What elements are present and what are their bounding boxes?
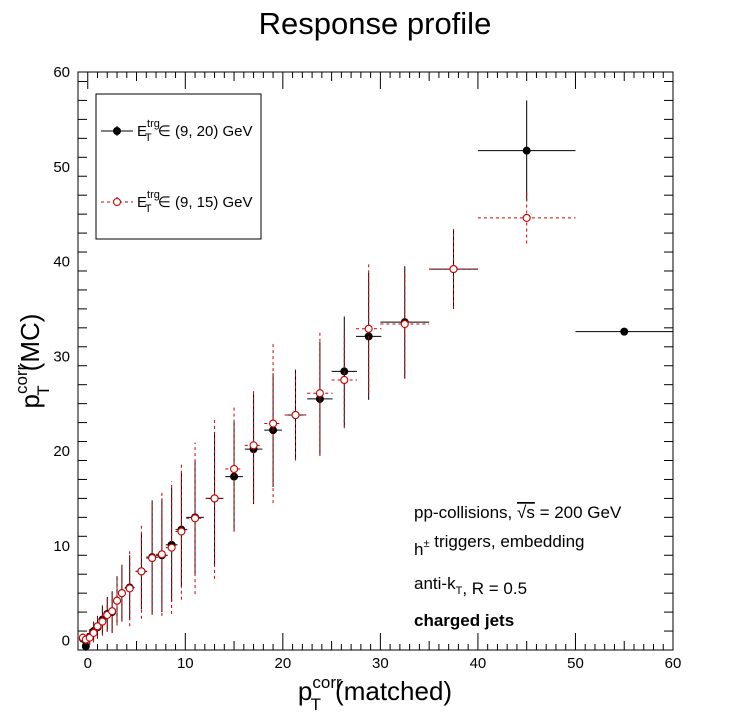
- x-tick-labels: 0 10 20 30 40 50 60: [84, 655, 682, 672]
- y-tick-label: 20: [53, 443, 70, 460]
- marker: [125, 584, 134, 593]
- x-tick-label: 60: [665, 655, 682, 672]
- data-point: [477, 100, 576, 201]
- data-point: [225, 407, 243, 531]
- marker: [108, 607, 117, 616]
- legend-entry: Etrg T ∈ (9, 20) GeV: [101, 118, 253, 144]
- marker: [340, 375, 349, 385]
- marker: [249, 441, 258, 450]
- data-point: [380, 269, 430, 380]
- marker: [230, 464, 239, 474]
- legend-label: Etrg T ∈ (9, 20) GeV: [137, 118, 253, 144]
- y-tick-label: 30: [53, 348, 70, 365]
- data-point: [124, 550, 135, 627]
- chart-title: Response profile: [259, 6, 492, 41]
- marker: [117, 589, 126, 598]
- data-point: [355, 264, 382, 394]
- marker: [210, 494, 219, 503]
- y-tick-label: 40: [53, 254, 70, 271]
- x-tick-label: 20: [274, 655, 291, 672]
- legend-marker: [112, 197, 122, 207]
- y-tick-labels: 0 10 20 30 40 50 60: [53, 64, 70, 650]
- marker: [112, 596, 122, 605]
- data-point: [98, 607, 107, 636]
- series-1: [78, 192, 576, 646]
- data-point: [331, 331, 357, 429]
- marker: [364, 324, 373, 333]
- data-point: [244, 388, 263, 503]
- annotation-line: h± triggers, embedding: [414, 532, 585, 559]
- x-tick-label: 30: [372, 655, 389, 672]
- axis-ticks: [77, 72, 674, 651]
- marker: [177, 527, 186, 536]
- y-tick-label: 50: [53, 159, 70, 176]
- data-point: [284, 369, 307, 461]
- data-point: [186, 442, 204, 595]
- data-point: [205, 417, 224, 579]
- marker: [89, 628, 98, 637]
- legend-entry: Etrg T ∈ (9, 15) GeV: [101, 189, 253, 215]
- data-point: [146, 501, 158, 615]
- data-series: [78, 100, 673, 651]
- legend-label: Etrg T ∈ (9, 15) GeV: [137, 189, 253, 215]
- annotation-line: charged jets: [414, 611, 514, 630]
- marker: [291, 410, 300, 420]
- annotation-line: anti-kT, R = 0.5: [414, 574, 527, 598]
- x-tick-label: 0: [84, 655, 92, 672]
- y-tick-label: 10: [53, 538, 70, 555]
- data-point: [93, 614, 102, 638]
- marker: [315, 389, 324, 398]
- x-tick-label: 50: [567, 655, 584, 672]
- data-point: [264, 343, 282, 504]
- annotation-line: pp-collisions, √s = 200 GeV: [414, 503, 622, 522]
- data-point: [307, 330, 333, 456]
- data-point: [89, 623, 98, 643]
- marker: [167, 543, 176, 552]
- data-point: [112, 576, 122, 626]
- data-point: [117, 564, 126, 622]
- legend-marker: [113, 127, 121, 135]
- x-tick-label: 10: [177, 655, 194, 672]
- data-point: [165, 481, 178, 614]
- legend-box: [95, 93, 262, 240]
- x-axis-label: pcorr T (matched): [298, 673, 452, 714]
- marker: [98, 617, 107, 626]
- marker: [93, 622, 102, 631]
- data-point: [429, 229, 478, 309]
- marker: [269, 419, 278, 428]
- marker: [522, 213, 531, 222]
- y-tick-label: 0: [62, 633, 70, 650]
- data-point: [575, 327, 673, 336]
- marker: [449, 265, 458, 274]
- marker: [137, 567, 146, 576]
- x-tick-label: 40: [470, 655, 487, 672]
- marker: [190, 514, 200, 523]
- marker: [148, 554, 157, 563]
- marker: [157, 550, 166, 559]
- data-point: [477, 192, 576, 244]
- annotations: pp-collisions, √s = 200 GeV h± triggers, …: [414, 503, 622, 630]
- data-point: [108, 590, 117, 632]
- data-point: [156, 492, 168, 616]
- marker: [400, 319, 409, 329]
- y-tick-label: 60: [53, 64, 70, 81]
- marker: [620, 327, 629, 336]
- data-point: [135, 523, 148, 619]
- plot-frame: [77, 71, 674, 651]
- legend: Etrg T ∈ (9, 20) GeV Etrg T ∈ (9, 15) GeV: [95, 93, 262, 240]
- data-point: [175, 463, 188, 600]
- data-point: [81, 634, 90, 645]
- marker: [522, 146, 531, 155]
- y-axis-label: pcorr T(MC): [12, 314, 53, 409]
